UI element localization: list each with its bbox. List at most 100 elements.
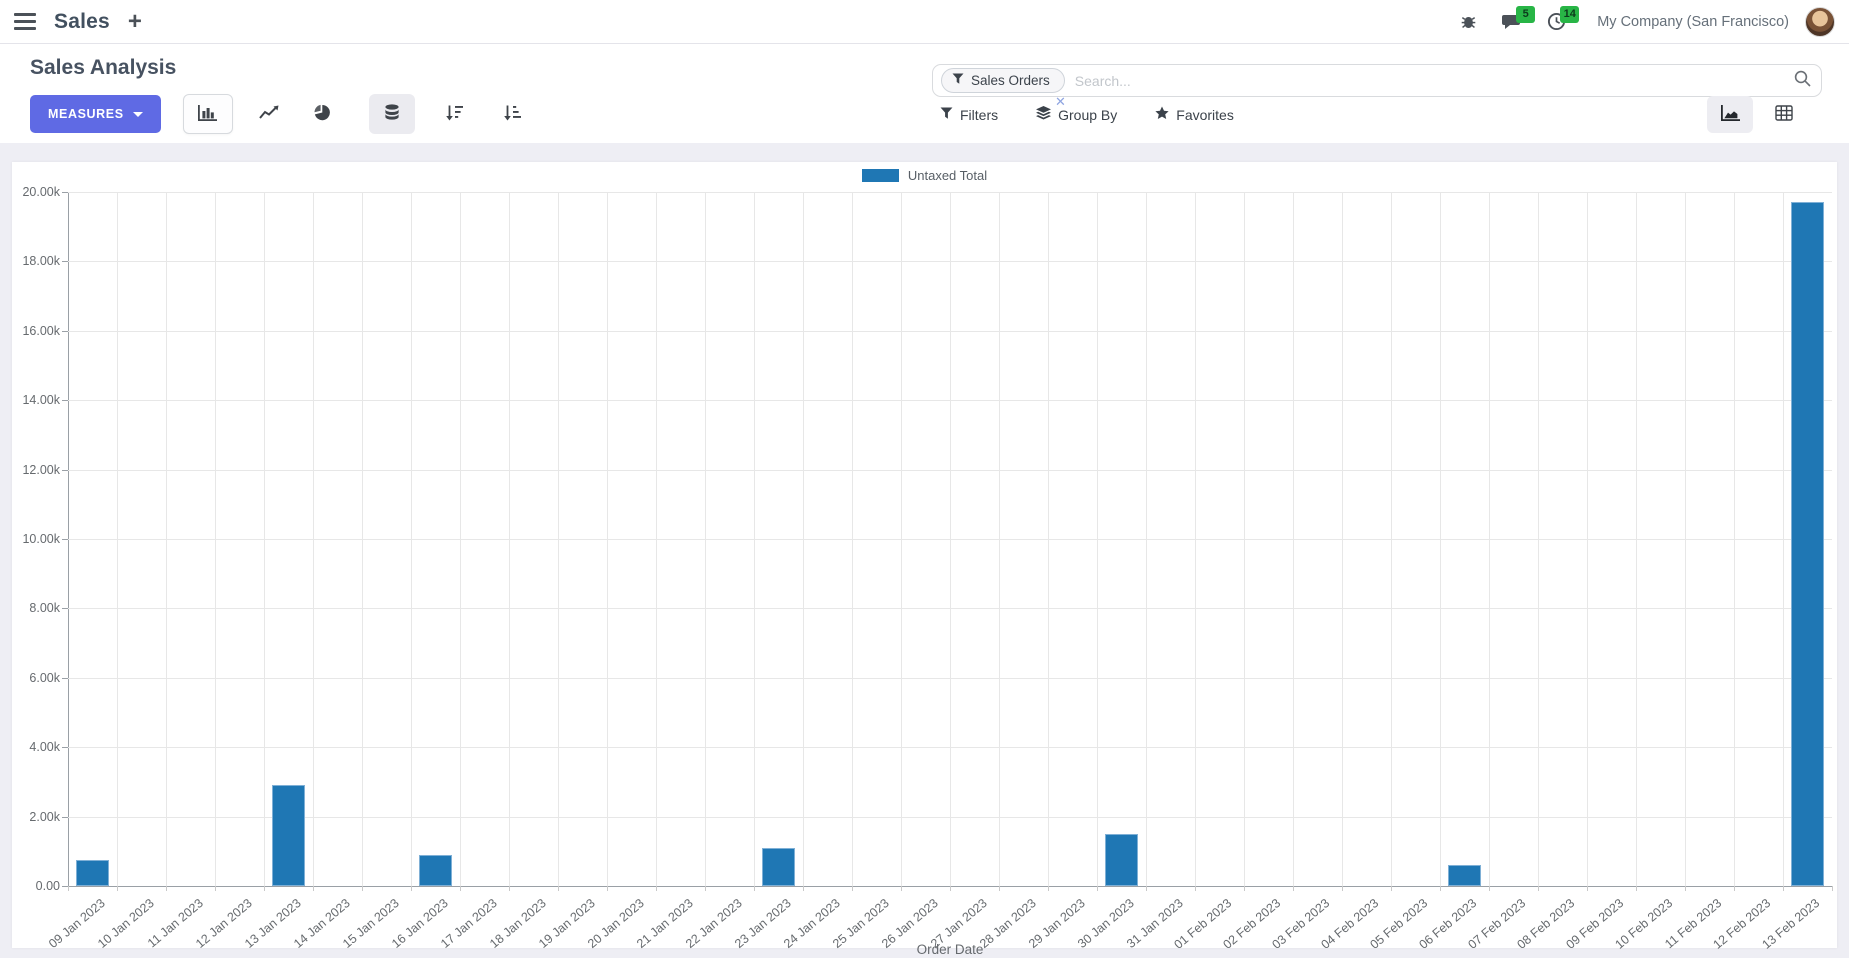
x-tick-mark [1293, 886, 1294, 891]
database-stack-icon [384, 103, 400, 125]
bar-chart-mode-button[interactable] [182, 94, 233, 134]
favorites-menu-button[interactable]: Favorites [1155, 106, 1234, 123]
chart-legend[interactable]: Untaxed Total [12, 168, 1837, 183]
v-gridline [1489, 192, 1490, 886]
y-tick-label: 4.00k [29, 740, 60, 755]
company-switcher[interactable]: My Company (San Francisco) [1597, 13, 1789, 30]
measures-button[interactable]: MEASURES [30, 95, 161, 133]
y-tick-mark [62, 469, 68, 471]
x-tick-mark [1832, 886, 1833, 891]
new-tab-plus-button[interactable]: + [127, 7, 142, 35]
filter-funnel-icon [952, 72, 964, 90]
x-tick-mark [1587, 886, 1588, 891]
x-tick-mark [999, 886, 1000, 891]
x-tick-mark [852, 886, 853, 891]
bar-16-jan-2023[interactable] [419, 854, 452, 886]
search-bar[interactable]: Sales Orders ✕ [932, 64, 1822, 108]
x-tick-mark [1048, 886, 1049, 891]
x-tick-mark [166, 886, 167, 891]
stacked-toggle-button[interactable] [368, 94, 415, 134]
search-input[interactable] [1074, 72, 1794, 89]
facet-label: Sales Orders [971, 73, 1050, 88]
y-tick-mark [62, 747, 68, 749]
y-tick-label: 6.00k [29, 670, 60, 685]
bar-30-jan-2023[interactable] [1105, 833, 1138, 886]
user-avatar[interactable] [1805, 6, 1835, 37]
search-options-row: Filters Group By Favorites [940, 106, 1234, 123]
x-tick-mark [1195, 886, 1196, 891]
x-tick-mark [656, 886, 657, 891]
graph-view-button[interactable] [1707, 96, 1753, 133]
bar-09-jan-2023[interactable] [76, 859, 109, 886]
v-gridline [1097, 192, 1098, 886]
pivot-table-icon [1775, 105, 1793, 124]
activities-clock-icon[interactable]: 14 [1539, 5, 1580, 39]
x-tick-mark [754, 886, 755, 891]
debug-bug-icon[interactable] [1451, 5, 1485, 39]
chevron-down-icon [132, 111, 143, 117]
x-tick-mark [803, 886, 804, 891]
x-tick-mark [362, 886, 363, 891]
y-tick-mark [62, 192, 68, 193]
v-gridline [950, 192, 951, 886]
app-title[interactable]: Sales [54, 9, 110, 33]
y-tick-mark [62, 261, 68, 263]
x-tick-mark [1342, 886, 1343, 891]
x-tick-mark [509, 886, 510, 891]
y-tick-label: 20.00k [22, 185, 60, 199]
measures-label: MEASURES [48, 107, 124, 121]
v-gridline [460, 192, 461, 886]
y-tick-mark [62, 330, 68, 332]
x-tick-mark [607, 886, 608, 891]
v-gridline [1244, 192, 1245, 886]
v-gridline [1783, 192, 1784, 886]
bar-13-jan-2023[interactable] [272, 785, 305, 886]
x-tick-mark [1146, 886, 1147, 891]
activities-count-badge: 14 [1560, 5, 1580, 23]
v-gridline [411, 192, 412, 886]
sort-ascending-icon [504, 105, 522, 124]
v-gridline [313, 192, 314, 886]
filters-menu-button[interactable]: Filters [940, 107, 998, 123]
y-tick-mark [62, 677, 68, 679]
messages-icon[interactable]: 5 [1495, 5, 1536, 39]
bar-06-feb-2023[interactable] [1448, 865, 1481, 886]
pie-chart-mode-button[interactable] [303, 94, 341, 134]
v-gridline [1146, 192, 1147, 886]
x-tick-mark [117, 886, 118, 891]
facet-remove-icon[interactable]: ✕ [1055, 94, 1066, 109]
bar-13-feb-2023[interactable] [1791, 202, 1824, 886]
sort-ascending-button[interactable] [495, 94, 531, 134]
v-gridline [607, 192, 608, 886]
y-tick-mark [62, 608, 68, 610]
bar-23-jan-2023[interactable] [762, 847, 795, 886]
v-gridline [1685, 192, 1686, 886]
sort-descending-button[interactable] [437, 94, 473, 134]
x-tick-mark [215, 886, 216, 891]
x-tick-mark [705, 886, 706, 891]
search-icon[interactable] [1794, 70, 1811, 92]
y-tick-label: 14.00k [22, 393, 60, 408]
y-tick-label: 16.00k [22, 323, 60, 338]
v-gridline [362, 192, 363, 886]
pivot-view-button[interactable] [1761, 96, 1807, 133]
v-gridline [1048, 192, 1049, 886]
x-tick-mark [1244, 886, 1245, 891]
line-chart-mode-button[interactable] [249, 94, 289, 134]
v-gridline [1440, 192, 1441, 886]
graph-toolbar: MEASURES [30, 94, 531, 134]
apps-menu-icon[interactable] [14, 13, 36, 30]
x-tick-mark [68, 886, 69, 891]
v-gridline [1342, 192, 1343, 886]
x-axis-title: Order Date [916, 942, 984, 957]
v-gridline [215, 192, 216, 886]
y-tick-label: 8.00k [29, 601, 60, 616]
v-gridline [1293, 192, 1294, 886]
v-gridline [1391, 192, 1392, 886]
legend-label: Untaxed Total [907, 168, 988, 183]
v-gridline [166, 192, 167, 886]
sort-descending-icon [446, 105, 464, 124]
group-by-menu-button[interactable]: Group By [1036, 106, 1117, 123]
search-facet-sales-orders[interactable]: Sales Orders [941, 68, 1065, 93]
control-panel: Sales Analysis MEASURES [0, 44, 1849, 143]
